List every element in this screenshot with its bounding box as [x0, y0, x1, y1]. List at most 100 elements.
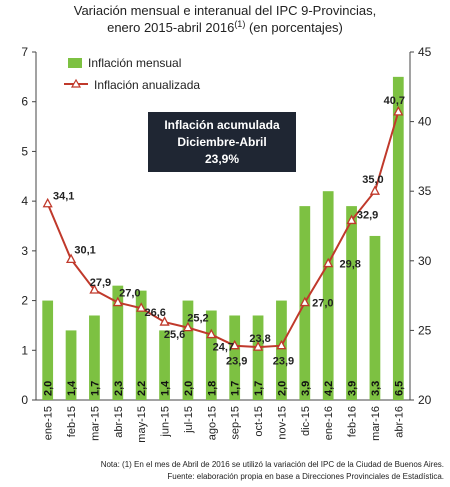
- legend-label-anualizada: Inflación anualizada: [94, 78, 200, 92]
- x-tick-label: ago-15: [206, 406, 218, 440]
- line-point-marker: [136, 302, 147, 312]
- legend-swatch-bar: [68, 58, 82, 68]
- x-tick-label: ene-16: [323, 406, 335, 440]
- line-value-label: 27,0: [119, 288, 140, 300]
- line-point-marker: [276, 339, 287, 350]
- x-tick-label: dic-15: [300, 406, 312, 436]
- bar-value-label: 3,9: [347, 381, 359, 396]
- line-value-label: 35,0: [362, 174, 383, 186]
- x-tick-label: sep-15: [230, 406, 242, 440]
- bar-value-label: 6,5: [393, 381, 405, 396]
- y-tick-left-label: 1: [21, 343, 28, 357]
- bar-value-label: 2,3: [113, 381, 125, 396]
- chart-subtitle-main: enero 2015-abril 2016: [107, 20, 234, 35]
- y-tick-left-label: 3: [21, 244, 28, 258]
- line-value-label: 23,9: [226, 356, 247, 368]
- y-tick-right-label: 35: [418, 184, 432, 198]
- x-tick-label: may-15: [136, 406, 148, 443]
- x-tick-label: mar-16: [370, 406, 382, 441]
- y-tick-right-label: 20: [418, 393, 432, 407]
- x-tick-label: nov-15: [276, 406, 288, 440]
- bar-value-label: 1,4: [160, 380, 172, 396]
- bar-abr-16: [392, 76, 404, 400]
- x-tick-label: mar-15: [89, 406, 101, 441]
- line-point-marker: [323, 257, 334, 268]
- bar-jun-15: [159, 330, 170, 400]
- annotation-line: 23,9%: [205, 152, 239, 166]
- chart-subtitle-sup: (1): [234, 19, 245, 29]
- y-tick-left-label: 2: [21, 294, 28, 308]
- bar-value-label: 3,3: [370, 381, 382, 396]
- y-tick-right-label: 40: [418, 115, 432, 129]
- legend-swatch-marker: [70, 78, 82, 88]
- bar-value-label: 2,0: [43, 381, 55, 396]
- bar-ene-15: [42, 300, 54, 400]
- chart-subtitle-suffix: (en porcentajes): [249, 20, 343, 35]
- line-point-marker: [393, 105, 404, 116]
- annotation-line: Diciembre-Abril: [177, 135, 266, 149]
- bar-value-label: 3,9: [300, 381, 312, 396]
- annotation-box: [148, 112, 296, 172]
- line-value-label: 24,7: [213, 342, 234, 354]
- note-line: Nota: (1) En el mes de Abril de 2016 se …: [101, 460, 444, 469]
- chart-subtitle: enero 2015-abril 2016(1) (en porcentajes…: [107, 19, 343, 35]
- line-value-label: 25,2: [187, 313, 208, 325]
- bar-value-label: 2,0: [183, 381, 195, 396]
- bar-value-label: 1,4: [66, 380, 78, 396]
- line-point-marker: [206, 328, 217, 339]
- y-tick-left-label: 0: [21, 393, 28, 407]
- y-tick-right-label: 25: [418, 323, 432, 337]
- bar-value-label: 1,7: [253, 381, 265, 396]
- bar-feb-16: [346, 206, 357, 400]
- line-point-marker: [182, 321, 194, 332]
- bar-value-label: 2,0: [276, 381, 288, 396]
- bar-value-label: 1,7: [89, 381, 101, 396]
- bar-value-label: 2,2: [136, 381, 148, 396]
- line-point-marker: [112, 296, 123, 307]
- line-point-marker: [252, 341, 264, 351]
- bar-abr-15: [112, 285, 124, 400]
- line-point-marker: [299, 296, 310, 307]
- line-value-label: 34,1: [53, 191, 74, 203]
- line-point-marker: [229, 339, 240, 350]
- x-tick-label: feb-16: [347, 406, 359, 437]
- bar-ene-16: [322, 191, 334, 400]
- line-point-marker: [159, 316, 170, 326]
- bar-ago-15: [205, 310, 217, 400]
- y-tick-right-label: 30: [418, 254, 432, 268]
- bar-mar-15: [89, 315, 100, 400]
- line-point-marker: [89, 284, 100, 294]
- y-tick-right-label: 45: [418, 45, 432, 59]
- line-inflacion-anualizada: [46, 111, 400, 349]
- line-value-label: 23,8: [249, 333, 270, 345]
- bar-may-15: [135, 290, 147, 400]
- line-value-label: 26,6: [144, 307, 165, 319]
- y-tick-left-label: 7: [21, 45, 28, 59]
- x-tick-label: ene-15: [43, 406, 55, 440]
- line-value-label: 29,8: [339, 259, 360, 271]
- x-tick-label: jun-15: [160, 406, 172, 438]
- y-tick-left-label: 5: [21, 144, 28, 158]
- bar-mar-16: [369, 235, 381, 400]
- x-tick-label: oct-15: [253, 406, 265, 437]
- x-tick-label: abr-15: [113, 406, 125, 438]
- y-tick-left-label: 6: [21, 95, 28, 109]
- line-point-marker: [346, 214, 357, 225]
- bar-nov-15: [276, 300, 287, 400]
- legend-label-mensual: Inflación mensual: [88, 56, 181, 70]
- bar-feb-15: [65, 330, 77, 400]
- line-value-label: 30,1: [74, 244, 95, 256]
- line-point-marker: [369, 185, 381, 195]
- line-value-label: 40,7: [384, 95, 405, 107]
- bar-sep-15: [229, 315, 241, 400]
- y-tick-left-label: 4: [21, 194, 28, 208]
- x-tick-label: jul-15: [183, 406, 195, 434]
- chart-title: Variación mensual e interanual del IPC 9…: [74, 3, 377, 18]
- bar-value-label: 1,7: [230, 381, 242, 396]
- x-tick-label: feb-15: [66, 406, 78, 437]
- line-value-label: 23,9: [273, 356, 294, 368]
- line-value-label: 25,6: [164, 329, 185, 341]
